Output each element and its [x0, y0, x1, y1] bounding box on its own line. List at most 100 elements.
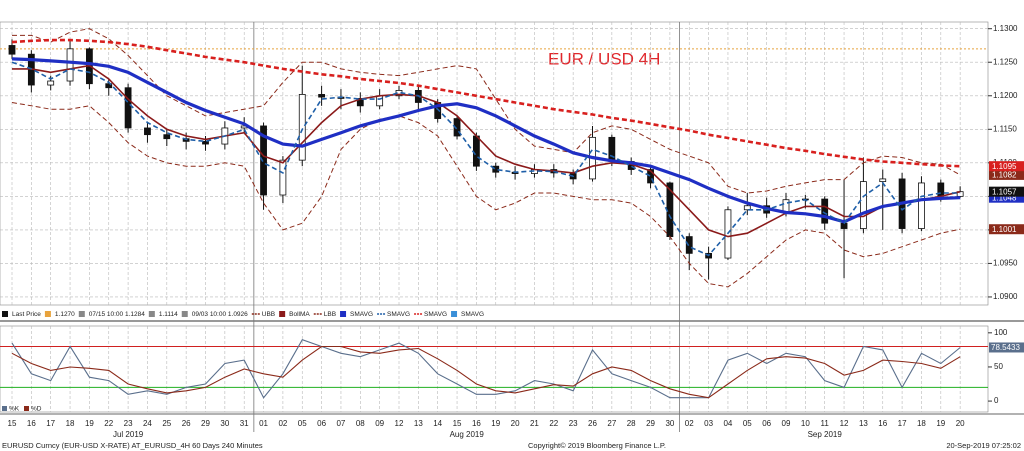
x-tick-label: 08: [356, 419, 365, 428]
timestamp: 20-Sep-2019 07:25:02: [946, 441, 1021, 450]
x-tick-label: 04: [723, 419, 732, 428]
x-tick-label: 03: [704, 419, 713, 428]
last-value-label: 78.5433: [991, 343, 1020, 352]
indicator-line: [11, 57, 961, 224]
legend-label: 07/15 10:00 1.1284: [89, 311, 145, 318]
x-tick-label: 26: [588, 419, 597, 428]
candle-body: [860, 181, 867, 229]
y-tick-label: 100: [994, 328, 1008, 337]
last-value-label: 1.1082: [992, 171, 1017, 180]
last-value-box: [989, 169, 1024, 180]
indicator-line: [11, 61, 961, 257]
x-tick-label: 06: [762, 419, 771, 428]
last-value-box: [989, 192, 1024, 203]
candle-body: [202, 140, 209, 145]
last-value-box: [989, 224, 1024, 235]
legend-label: 1.1114: [159, 311, 178, 318]
month-label: Jul 2019: [113, 430, 144, 439]
x-tick-label: 19: [491, 419, 500, 428]
month-label: Sep 2019: [808, 430, 843, 439]
candle-body: [260, 125, 267, 196]
indicator-line: [12, 28, 961, 194]
y-tick-label: 1.0900: [993, 292, 1018, 301]
last-value-label: 1.1095: [992, 162, 1017, 171]
y-tick-label: 1.1200: [993, 91, 1018, 100]
legend-swatch: [451, 311, 458, 317]
legend-label: SMAVG: [424, 311, 447, 318]
price-panel: [0, 21, 989, 306]
legend-label: Last Price: [12, 311, 41, 318]
legend-label: 09/03 10:00 1.0926: [192, 311, 248, 318]
x-tick-label: 13: [414, 419, 423, 428]
candle-body: [647, 169, 654, 184]
x-tick-label: 17: [46, 419, 55, 428]
x-tick-label: 01: [259, 419, 268, 428]
x-tick-label: 14: [433, 419, 442, 428]
y-tick-label: 1.1300: [993, 24, 1018, 33]
candle-body: [163, 134, 171, 140]
y-tick-label: 0: [994, 396, 999, 405]
legend-label: 1.1270: [55, 311, 75, 318]
legend-label: BollMA: [289, 311, 310, 318]
y-tick-label: 1.1150: [993, 124, 1017, 133]
x-tick-label: 07: [336, 419, 345, 428]
x-tick-label: 21: [530, 419, 539, 428]
legend-label: SMAVG: [461, 311, 484, 318]
legend-label: %K: [9, 406, 20, 413]
x-tick-label: 02: [685, 419, 694, 428]
x-tick-label: 09: [375, 419, 384, 428]
last-value-box: [989, 161, 1024, 172]
x-tick-label: 27: [607, 419, 616, 428]
candle-body: [47, 80, 55, 86]
x-tick-label: 12: [395, 419, 404, 428]
candle-body: [685, 236, 693, 254]
x-tick-label: 29: [646, 419, 655, 428]
legend-label: LBB: [324, 311, 336, 318]
x-tick-label: 30: [665, 419, 674, 428]
candle-body: [66, 48, 74, 82]
candle-body: [318, 94, 326, 98]
x-tick-label: 02: [278, 419, 287, 428]
x-tick-label: 16: [472, 419, 481, 428]
stoch-panel: [0, 325, 989, 413]
x-tick-label: 28: [627, 419, 636, 428]
x-tick-label: 23: [124, 419, 133, 428]
candle-body: [937, 182, 945, 197]
last-value-label: 1.1048: [992, 193, 1017, 202]
candle-body: [472, 135, 480, 167]
x-tick-label: 05: [298, 419, 307, 428]
candle-body: [821, 198, 829, 224]
x-tick-label: 16: [878, 419, 887, 428]
x-tick-label: 22: [104, 419, 113, 428]
last-value-box: [989, 342, 1024, 353]
x-tick-label: 13: [859, 419, 868, 428]
y-tick-label: 1.0950: [993, 259, 1018, 268]
candle-body: [8, 45, 16, 55]
legend-label: %D: [31, 406, 42, 413]
x-tick-label: 15: [8, 419, 17, 428]
oscillator-line: [11, 345, 961, 399]
candle-body: [376, 95, 384, 107]
last-value-box: [989, 186, 1024, 197]
x-tick-label: 26: [182, 419, 191, 428]
x-tick-label: 24: [143, 419, 152, 428]
candle-body: [879, 178, 887, 183]
source: EURUSD Curncy (EUR-USD X-RATE) AT_EURUSD…: [2, 441, 263, 450]
legend-swatch: [2, 311, 8, 317]
x-tick-label: 30: [220, 419, 229, 428]
x-tick-label: 11: [821, 419, 830, 428]
x-tick-label: 19: [85, 419, 94, 428]
x-tick-label: 18: [66, 419, 75, 428]
candle-body: [124, 87, 132, 129]
candle-body: [105, 83, 113, 89]
legend-swatch: [148, 311, 155, 317]
candle-body: [918, 182, 925, 229]
candle-body: [279, 159, 287, 196]
x-tick-label: 16: [27, 419, 36, 428]
candle-body: [144, 127, 151, 136]
x-tick-label: 10: [801, 419, 810, 428]
x-tick-label: 12: [840, 419, 849, 428]
legend-swatch: [2, 406, 7, 411]
legend-swatch: [279, 311, 286, 317]
x-tick-label: 05: [743, 419, 752, 428]
